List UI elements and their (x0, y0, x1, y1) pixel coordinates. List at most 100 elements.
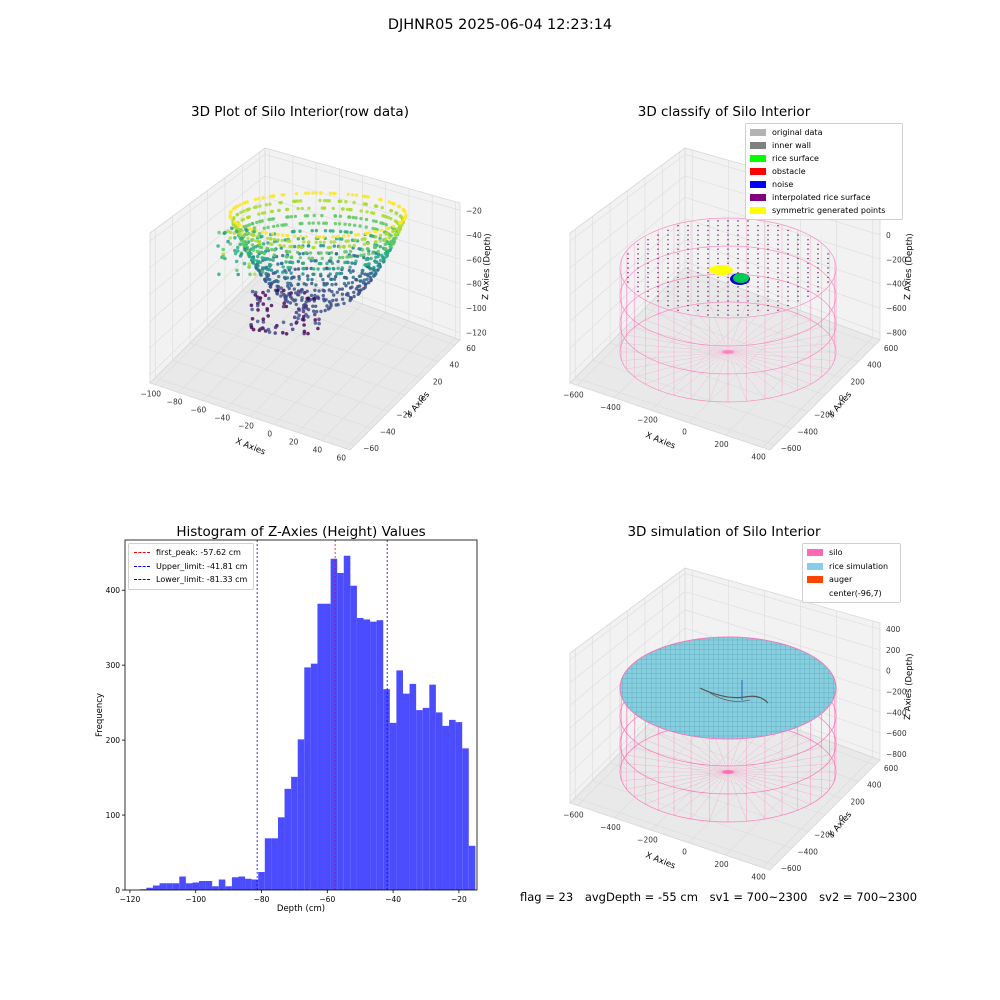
plot1-point (376, 264, 380, 268)
histogram-bar (179, 876, 186, 890)
plot1-point (292, 244, 297, 249)
plot2-interp-point (677, 253, 679, 255)
plot1-point (344, 200, 348, 204)
plot2-interp-point (687, 267, 689, 269)
histogram-bar (251, 879, 259, 890)
plot2-interp-point (687, 276, 689, 279)
plot2-interp-point (787, 281, 789, 283)
legend-entry: center(-96,7) (807, 587, 896, 601)
plot2-interp-point (777, 276, 779, 279)
plot2-interp-point (687, 248, 689, 250)
plot1-point (328, 272, 332, 276)
plot1-point (314, 283, 318, 287)
plot2-silo-floor-spoke (621, 343, 729, 353)
plot1-z-tick-label: −80 (466, 280, 482, 289)
plot2-interp-point (657, 276, 659, 279)
legend-label: Upper_limit: -41.81 cm (156, 561, 248, 571)
plot1-point (307, 206, 311, 210)
plot1-point (363, 263, 367, 267)
legend-label: interpolated rice surface (772, 193, 871, 202)
plot2-interp-point (697, 243, 699, 246)
histogram-bar (422, 707, 430, 890)
histogram-bar (192, 882, 200, 890)
plot2-interp-point (757, 234, 759, 236)
plot1-x-tick-label: 20 (289, 437, 299, 446)
plot1-point (401, 208, 406, 212)
plot2-interp-point (677, 290, 679, 293)
legend-swatch (750, 194, 766, 201)
plot1-point (338, 271, 342, 276)
plot2-y-gridline (679, 272, 876, 346)
plot1-point (296, 289, 301, 294)
plot2-interp-point (667, 234, 669, 236)
plot2-interp-point (677, 243, 679, 246)
plot1-point (369, 278, 373, 282)
plot1-point (289, 215, 294, 219)
plot2-interp-point (827, 281, 829, 283)
plot1-y-tick-label: 40 (450, 361, 460, 370)
plot2-legend: original data inner wall rice surface obsta… (745, 123, 903, 220)
plot4-y-tick-label: 0 (839, 814, 844, 823)
plot2-interp-point (787, 286, 789, 288)
histogram-bar (429, 684, 436, 890)
y-tick-label: 100 (106, 811, 121, 820)
plot1-z-tick-label: −40 (466, 231, 482, 240)
plot4-y-tick-label: −200 (814, 831, 835, 840)
plot2-interp-point (687, 262, 689, 264)
plot1-point (329, 301, 333, 306)
plot1-point (372, 274, 376, 278)
legend-entry: rice simulation (807, 560, 896, 574)
plot1-point (362, 253, 366, 257)
plot2-interp-point (707, 262, 709, 264)
plot2-interp-point (807, 286, 809, 288)
plot2-interp-point (707, 248, 709, 250)
histogram-bar (343, 555, 351, 890)
legend-label: noise (772, 180, 794, 189)
plot1-point (223, 230, 227, 235)
plot2-interp-point (727, 276, 729, 279)
plot2-interp-point (747, 248, 749, 250)
plot2-silo-floor-spoke (727, 351, 798, 391)
plot2-interp-point (797, 267, 799, 269)
plot2-interp-point (687, 239, 689, 241)
plot2-interp-point (787, 300, 789, 302)
plot2-interp-point (787, 253, 789, 255)
plot1-point (350, 261, 354, 265)
plot2-interp-point (767, 295, 769, 297)
histogram-bar (284, 788, 292, 890)
plot1-point (373, 204, 378, 208)
histogram-bar (205, 881, 213, 890)
histogram-bar (146, 887, 153, 890)
plot2-interp-point (717, 281, 719, 283)
plot1-point (258, 327, 263, 331)
plot1-point (282, 223, 286, 227)
plot1-point (250, 317, 255, 321)
plot2-interp-point (697, 281, 699, 283)
plot1-point (280, 238, 284, 243)
x-tick-label: −40 (385, 895, 401, 904)
plot4-silo-floor-spoke (690, 771, 729, 820)
histogram-bar (363, 619, 371, 890)
plot4-silo-floor-spoke (727, 739, 811, 773)
plot4-x-tick-label: −600 (563, 810, 584, 819)
legend-entry: symmetric generated points (750, 204, 898, 217)
plot1-point (398, 221, 402, 225)
legend-entry: Upper_limit: -41.81 cm (134, 560, 248, 574)
plot2-interp-point (697, 257, 699, 260)
plot4-y-tick-label: 200 (851, 797, 866, 806)
plot1-point (249, 303, 254, 308)
plot1-point (357, 232, 361, 237)
plot2-interp-point (727, 253, 729, 255)
plot1-point (296, 307, 301, 311)
plot1-point (243, 240, 248, 244)
plot2-interp-point (627, 257, 629, 260)
plot1-point (316, 295, 320, 299)
plot2-interp-point (667, 272, 669, 274)
plot2-interp-point (707, 257, 709, 260)
plot1-x-tick-label: 40 (313, 445, 323, 454)
plot2-interp-point (697, 262, 699, 264)
plot1-point (358, 274, 363, 278)
plot1-point (302, 329, 307, 334)
plot1-point (288, 250, 292, 254)
plot1-point (321, 244, 326, 248)
